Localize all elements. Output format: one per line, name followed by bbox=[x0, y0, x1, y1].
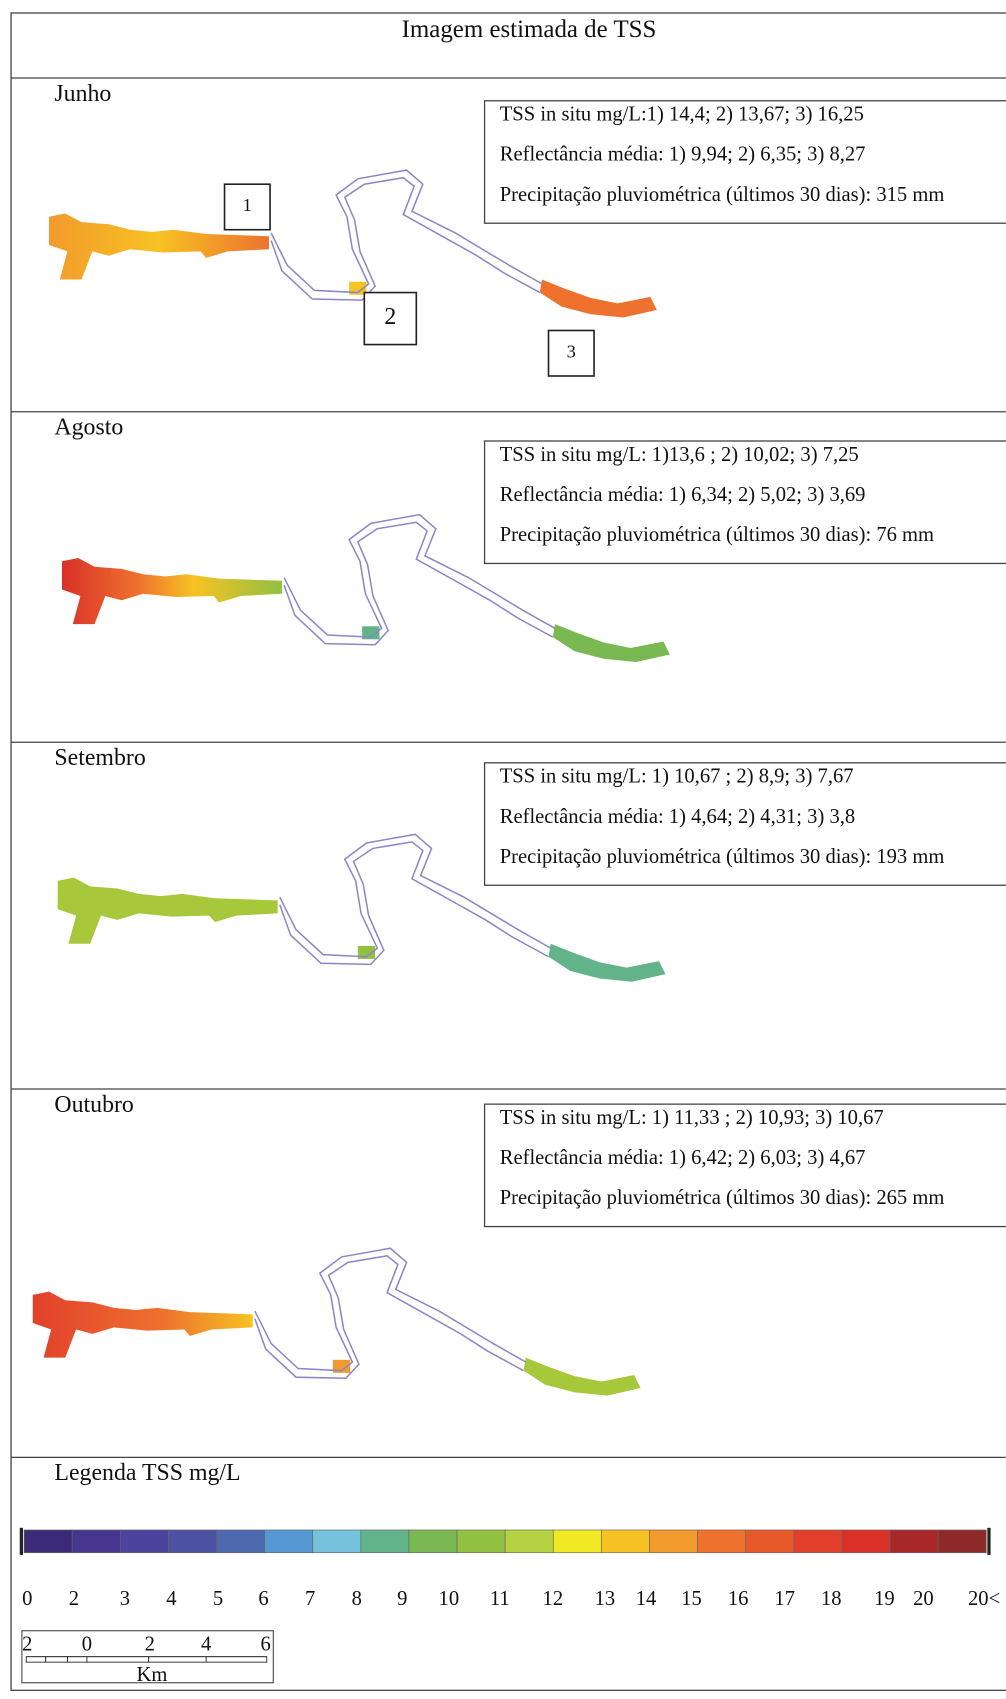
legend-label: 16 bbox=[728, 1588, 749, 1610]
legend-swatch bbox=[842, 1530, 890, 1553]
month-label: Junho bbox=[54, 81, 111, 107]
legend-label: 20< bbox=[968, 1588, 1000, 1610]
legend-label: 4 bbox=[166, 1588, 176, 1610]
legend-label: 6 bbox=[258, 1588, 268, 1610]
legend-swatch bbox=[746, 1530, 794, 1553]
month-label: Outubro bbox=[54, 1092, 133, 1118]
scale-label: 4 bbox=[201, 1634, 211, 1656]
info-line: Precipitação pluviométrica (últimos 30 d… bbox=[500, 184, 945, 206]
scale-unit: Km bbox=[136, 1664, 167, 1686]
figure: Imagem estimada de TSS Junho TSS in situ … bbox=[0, 0, 1006, 1699]
legend-label: 11 bbox=[490, 1588, 510, 1610]
month-label: Setembro bbox=[54, 745, 145, 771]
legend-swatch bbox=[217, 1530, 265, 1553]
legend-swatch bbox=[698, 1530, 746, 1553]
legend-title: Legenda TSS mg/L bbox=[54, 1460, 240, 1486]
legend-swatch bbox=[409, 1530, 457, 1553]
scale-segment bbox=[67, 1657, 87, 1662]
scale-segment bbox=[26, 1657, 46, 1662]
legend-swatch bbox=[505, 1530, 553, 1553]
legend-label: 3 bbox=[120, 1588, 130, 1610]
info-line: TSS in situ mg/L: 1)13,6 ; 2) 10,02; 3) … bbox=[500, 444, 859, 466]
info-line: Precipitação pluviométrica (últimos 30 d… bbox=[500, 524, 934, 546]
scale-label: 6 bbox=[261, 1634, 271, 1656]
legend-swatch bbox=[601, 1530, 649, 1553]
legend-swatch bbox=[553, 1530, 601, 1553]
legend-label: 18 bbox=[821, 1588, 842, 1610]
legend-label: 7 bbox=[305, 1588, 315, 1610]
legend-label: 14 bbox=[636, 1588, 657, 1610]
month-label: Agosto bbox=[54, 415, 123, 441]
legend-label: 5 bbox=[213, 1588, 223, 1610]
legend-label: 8 bbox=[352, 1588, 362, 1610]
scale-label: 2 bbox=[145, 1634, 155, 1656]
figure-title: Imagem estimada de TSS bbox=[402, 16, 657, 43]
legend-label: 12 bbox=[543, 1588, 564, 1610]
legend-label: 9 bbox=[397, 1588, 407, 1610]
scale-segment bbox=[87, 1657, 149, 1662]
legend-swatch bbox=[168, 1530, 216, 1553]
water-body bbox=[58, 878, 278, 944]
scale-segment bbox=[149, 1657, 206, 1662]
legend-end bbox=[987, 1528, 990, 1555]
legend-swatch bbox=[72, 1530, 120, 1553]
legend-swatch bbox=[24, 1530, 72, 1553]
page: {"title": "Imagem estimada de TSS", "pan… bbox=[0, 0, 1006, 1699]
legend-label: 13 bbox=[595, 1588, 616, 1610]
water-tail bbox=[540, 280, 657, 318]
water-tail bbox=[553, 624, 670, 662]
water-tail bbox=[524, 1358, 641, 1396]
legend-label: 17 bbox=[774, 1588, 795, 1610]
legend-swatch bbox=[890, 1530, 938, 1553]
info-line: Reflectância média: 1) 6,42; 2) 6,03; 3)… bbox=[500, 1147, 866, 1169]
legend-label: 10 bbox=[439, 1588, 460, 1610]
legend-swatch bbox=[313, 1530, 361, 1553]
info-line: TSS in situ mg/L: 1) 11,33 ; 2) 10,93; 3… bbox=[500, 1107, 884, 1129]
scale-segment bbox=[46, 1657, 68, 1662]
water-body bbox=[62, 558, 282, 624]
info-line: Precipitação pluviométrica (últimos 30 d… bbox=[500, 1187, 945, 1209]
info-line: TSS in situ mg/L: 1) 10,67 ; 2) 8,9; 3) … bbox=[500, 766, 854, 788]
legend-label: 2 bbox=[69, 1588, 79, 1610]
legend-swatch bbox=[361, 1530, 409, 1553]
legend-swatch bbox=[938, 1530, 986, 1553]
legend-label: 0 bbox=[22, 1588, 32, 1610]
info-line: Precipitação pluviométrica (últimos 30 d… bbox=[500, 846, 945, 868]
legend-end bbox=[20, 1528, 23, 1555]
info-line: Reflectância média: 1) 4,64; 2) 4,31; 3)… bbox=[500, 806, 855, 828]
site-marker-label: 2 bbox=[384, 304, 396, 330]
river-outline bbox=[255, 1248, 526, 1378]
legend-swatch bbox=[457, 1530, 505, 1553]
site-marker-label: 3 bbox=[567, 341, 576, 361]
site-marker-label: 1 bbox=[243, 195, 252, 215]
legend-label: 19 bbox=[874, 1588, 895, 1610]
legend-swatch bbox=[794, 1530, 842, 1553]
water-tail bbox=[549, 944, 666, 982]
legend-swatch bbox=[265, 1530, 313, 1553]
scale-label: 0 bbox=[82, 1634, 92, 1656]
legend-label: 15 bbox=[681, 1588, 702, 1610]
info-line: Reflectância média: 1) 6,34; 2) 5,02; 3)… bbox=[500, 484, 866, 506]
legend-label: 20 bbox=[913, 1588, 934, 1610]
legend-swatch bbox=[649, 1530, 697, 1553]
info-line: Reflectância média: 1) 9,94; 2) 6,35; 3)… bbox=[500, 144, 866, 166]
scale-segment bbox=[206, 1657, 267, 1662]
info-line: TSS in situ mg/L:1) 14,4; 2) 13,67; 3) 1… bbox=[500, 104, 864, 126]
legend-swatch bbox=[120, 1530, 168, 1553]
water-body bbox=[33, 1292, 253, 1358]
scale-label: 2 bbox=[22, 1634, 32, 1656]
river-map bbox=[33, 1248, 641, 1395]
